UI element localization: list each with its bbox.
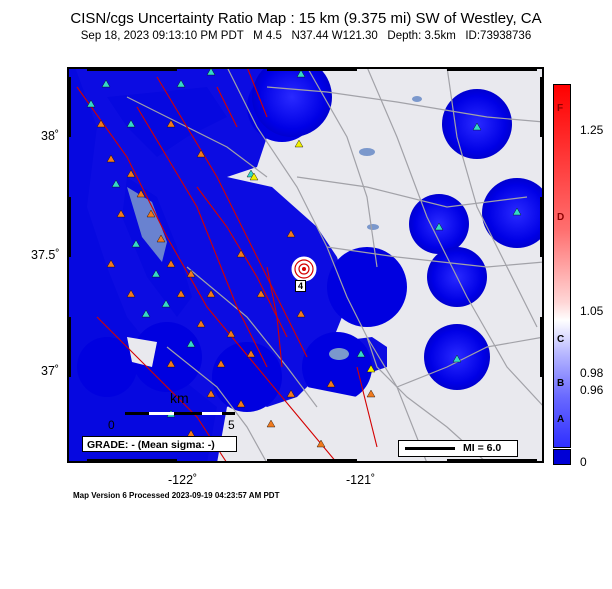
colorbar-letter: C <box>557 334 565 345</box>
map-area[interactable] <box>67 57 552 464</box>
colorbar-tick: 0 <box>580 455 587 469</box>
grade-box: GRADE: - (Mean sigma: -) <box>82 436 237 452</box>
lat-label-37: 37˚ <box>41 364 60 378</box>
station-blob <box>252 57 332 137</box>
stations-orange <box>96 119 376 448</box>
reservoir <box>359 148 375 156</box>
map-footer: Map Version 6 Processed 2023-09-19 04:23… <box>73 491 280 500</box>
bay-patch <box>127 187 167 262</box>
map-canvas <box>67 57 552 464</box>
colorbar-tick: 0.98 <box>580 366 604 380</box>
map-subtitle: Sep 18, 2023 09:13:10 PM PDT M 4.5 N37.4… <box>80 30 532 42</box>
road-network <box>126 66 545 464</box>
reservoir <box>329 348 349 360</box>
frame-ticks <box>67 67 544 463</box>
mi-legend-label: MI = 6.0 <box>463 442 502 454</box>
colorbar-zero-swatch <box>553 449 571 465</box>
map-title: CISN/cgs Uncertainty Ratio Map : 15 km (… <box>70 10 542 27</box>
scalebar-start: 0 <box>108 418 115 432</box>
colorbar-tick: 1.05 <box>580 304 604 318</box>
reservoir <box>412 96 422 102</box>
colorbar-letter: D <box>557 212 565 223</box>
colorbar <box>553 84 571 448</box>
epicenter-label: 4 <box>295 280 307 292</box>
fault-lines <box>76 66 378 464</box>
colorbar-letter: F <box>557 103 564 114</box>
colorbar-tick: 1.25 <box>580 123 604 137</box>
epicenter-marker <box>291 256 317 282</box>
mi-legend: MI = 6.0 <box>398 440 518 457</box>
land-gap <box>127 337 157 367</box>
colorbar-letter: A <box>557 414 565 425</box>
lon-label-122: -122˚ <box>168 473 198 487</box>
colorbar-tick: 0.96 <box>580 383 604 397</box>
scalebar-end: 5 <box>228 418 235 432</box>
mi-legend-bar <box>405 447 455 450</box>
stations-cyan <box>86 67 522 418</box>
stations-yellow <box>249 139 376 373</box>
colorbar-letter: B <box>557 378 565 389</box>
lat-label-38: 38˚ <box>41 129 60 143</box>
reservoir <box>367 224 379 230</box>
lat-label-37-5: 37.5˚ <box>31 248 60 262</box>
scalebar <box>125 412 235 415</box>
scalebar-unit: km <box>170 390 189 406</box>
lon-label-121: -121˚ <box>346 473 376 487</box>
